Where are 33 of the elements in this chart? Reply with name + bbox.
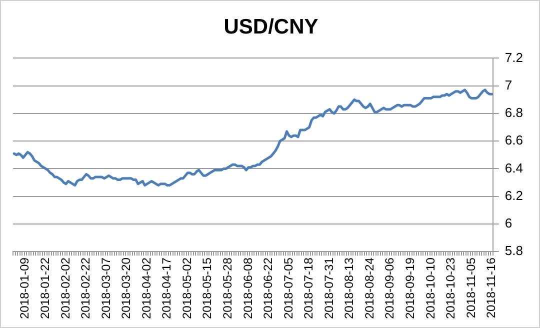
x-tick-label: 2018-07-31 [322, 257, 336, 320]
y-tick-label: 6.4 [504, 160, 524, 176]
y-tick-label: 7 [504, 77, 512, 92]
x-tick-label: 2018-11-05 [464, 257, 478, 318]
x-tick-label: 2018-08-13 [342, 257, 356, 320]
x-tick-label: 2018-05-02 [180, 257, 194, 320]
x-tick-label: 2018-10-10 [423, 257, 438, 320]
x-tick-label: 2018-03-07 [98, 257, 113, 320]
x-tick-label: 2018-01-09 [18, 257, 32, 320]
x-tick-label: 2018-07-05 [281, 257, 296, 320]
x-tick-label: 2018-02-22 [78, 257, 93, 320]
y-tick-label: 6.6 [504, 132, 524, 148]
x-tick-label: 2018-01-22 [38, 257, 52, 320]
y-tick-label: 6.8 [504, 105, 524, 120]
x-tick-label: 2018-04-02 [139, 257, 154, 320]
x-tick-label: 2018-02-02 [58, 257, 72, 320]
chart-title: USD/CNY [224, 15, 318, 38]
x-tick-label: 2018-09-19 [403, 257, 417, 320]
x-tick-label: 2018-06-08 [240, 257, 255, 320]
x-tick-label: 2018-05-28 [220, 257, 234, 320]
x-tick-label: 2018-04-17 [160, 257, 174, 320]
y-tick-label: 6.2 [504, 188, 524, 203]
y-tick-label: 7.2 [504, 50, 524, 65]
y-tick-label: 5.8 [504, 243, 524, 258]
x-tick-label: 2018-03-20 [119, 257, 134, 320]
x-tick-label: 2018-09-06 [382, 257, 397, 320]
x-tick-label: 2018-07-18 [302, 257, 316, 320]
x-tick-label: 2018-05-15 [200, 257, 214, 320]
x-tick-label: 2018-08-24 [362, 257, 376, 320]
x-tick-label: 2018-06-22 [261, 257, 276, 320]
x-tick-label: 2018-11-16 [484, 257, 498, 318]
x-tick-label: 2018-10-23 [444, 257, 458, 320]
y-tick-label: 6 [504, 216, 512, 231]
